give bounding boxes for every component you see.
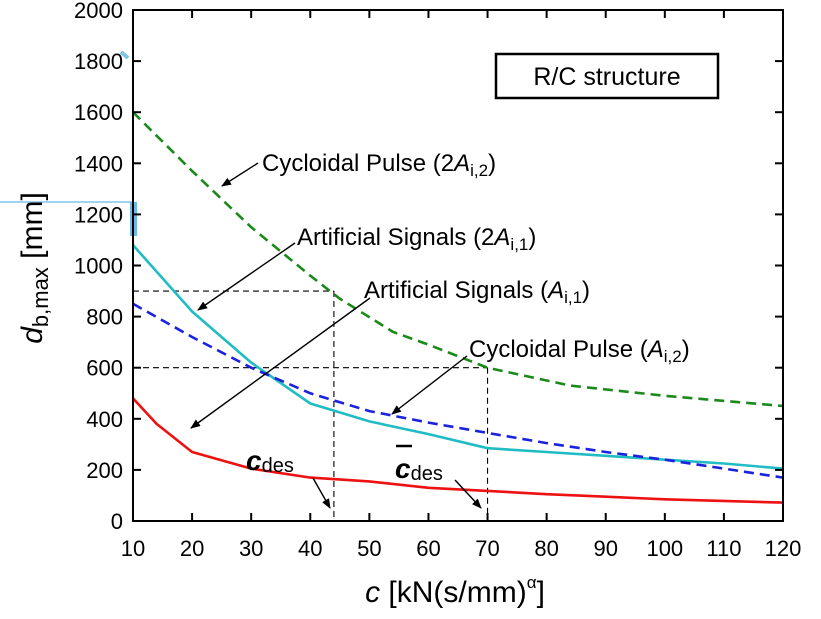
label-cyc2-suffix: ) [488,150,496,177]
c-des-sub: des [262,455,294,477]
x-axis-title: c [kN(s/mm)α] [365,573,545,609]
c-des-bar-label: cdes [395,453,443,485]
series-line-art1 [132,302,784,479]
label-art2-sub: i,1 [510,235,528,254]
y-tick-label: 600 [86,356,123,381]
label-cyc1-suffix: ) [682,336,690,363]
arrow-c-des-bar [454,479,482,509]
arrow-art1 [190,297,371,429]
y-tick-label: 0 [111,509,123,534]
label-cyc1: Cycloidal Pulse (Ai,2) [469,336,690,366]
x-axis-symbol: c [365,576,380,609]
series-layer [132,111,784,504]
y-tick-label: 1000 [74,254,123,279]
label-cyc1-sub: i,2 [664,347,682,366]
series-line-cyc2 [132,111,784,408]
series-line-cyc1 [132,397,784,504]
label-art2-sym: A [492,224,510,251]
x-tick-label: 60 [416,536,440,561]
edge-mark-top [119,50,130,60]
y-axis-symbol: d [16,326,49,344]
arrow-art2 [197,242,296,311]
arrow-c-des [312,477,331,509]
y-tick-label: 2000 [74,0,123,23]
x-axis-unit: [kN(s/mm) [380,576,527,609]
label-art2-suffix: ) [528,224,536,251]
label-art1-prefix: Artificial Signals ( [364,277,548,304]
label-art1-sub: i,1 [564,288,582,307]
y-axis-unit: [mm] [16,192,49,267]
label-art1-sym: A [546,277,564,304]
c-des-bar-sub: des [411,463,443,485]
y-tick-label: 1800 [74,49,123,74]
x-tick-label: 120 [765,536,802,561]
y-tick-label: 1200 [74,202,123,227]
c-des-sym: c [246,445,262,476]
x-tick-label: 100 [646,536,683,561]
y-tick-label: 800 [86,305,123,330]
label-art1-suffix: ) [582,277,590,304]
arrow-cyc1 [391,355,468,415]
x-tick-label: 70 [475,536,499,561]
x-tick-label: 40 [298,536,322,561]
label-cyc1-sym: A [646,336,664,363]
label-cyc2-sub: i,2 [470,161,488,180]
y-tick-label: 1600 [74,100,123,125]
x-axis-close: ] [537,576,545,609]
annotation-arrows [190,162,482,509]
reference-lines [133,290,489,521]
label-cyc1-prefix: Cycloidal Pulse ( [469,336,648,363]
arrow-cyc2 [221,162,259,187]
x-axis-exp: α [527,573,537,592]
structure-box-label: R/C structure [533,63,680,91]
x-tick-label: 30 [239,536,263,561]
x-tick-label: 90 [593,536,617,561]
x-tick-label: 50 [357,536,381,561]
c-des-label: cdes [246,445,294,477]
ticks-layer: 10 20 30 40 50 60 70 80 90 100 110 1200200400600800… [74,0,801,561]
c-des-bar-sym: c [395,453,411,484]
x-tick-label: 80 [534,536,558,561]
label-cyc2: Cycloidal Pulse (2Ai,2) [262,150,496,180]
label-art1: Artificial Signals (Ai,1) [364,277,590,307]
y-tick-label: 1400 [74,151,123,176]
y-axis-title: db,max [mm] [16,192,53,344]
x-tick-label: 110 [706,536,741,561]
structure-box [494,52,720,100]
label-cyc2-prefix: Cycloidal Pulse (2 [262,150,454,177]
label-art2-prefix: Artificial Signals (2 [297,224,494,251]
y-axis-sub: b,max [28,267,53,327]
x-tick-label: 20 [180,536,204,561]
label-art2: Artificial Signals (2Ai,1) [297,224,536,254]
label-cyc2-sym: A [452,150,470,177]
x-tick-label: 10 [121,536,145,561]
y-tick-label: 200 [86,458,123,483]
y-tick-label: 400 [86,407,123,432]
